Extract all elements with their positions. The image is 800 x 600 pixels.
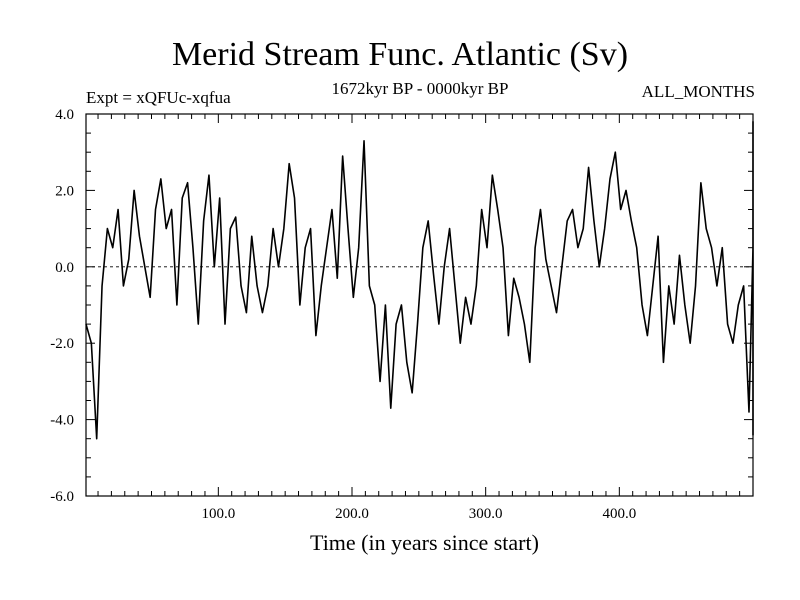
y-tick-label: -6.0 (50, 489, 74, 505)
experiment-label: Expt = xQFUc-xqfua (86, 88, 231, 107)
y-tick-label: 0.0 (55, 260, 74, 276)
series-line (85, 120, 754, 440)
x-axis-label: Time (in years since start) (310, 530, 539, 555)
x-tick-label: 300.0 (469, 506, 503, 522)
months-label: ALL_MONTHS (641, 82, 755, 101)
y-tick-label: 2.0 (55, 183, 74, 199)
y-tick-label: -2.0 (50, 336, 74, 352)
y-tick-label: 4.0 (55, 107, 74, 123)
period-label: 1672kyr BP - 0000kyr BP (331, 79, 509, 98)
y-tick-label: -4.0 (50, 413, 74, 429)
x-tick-label: 400.0 (602, 506, 636, 522)
x-tick-label: 200.0 (335, 506, 369, 522)
x-tick-label: 100.0 (201, 506, 235, 522)
chart-title: Merid Stream Func. Atlantic (Sv) (171, 36, 629, 73)
